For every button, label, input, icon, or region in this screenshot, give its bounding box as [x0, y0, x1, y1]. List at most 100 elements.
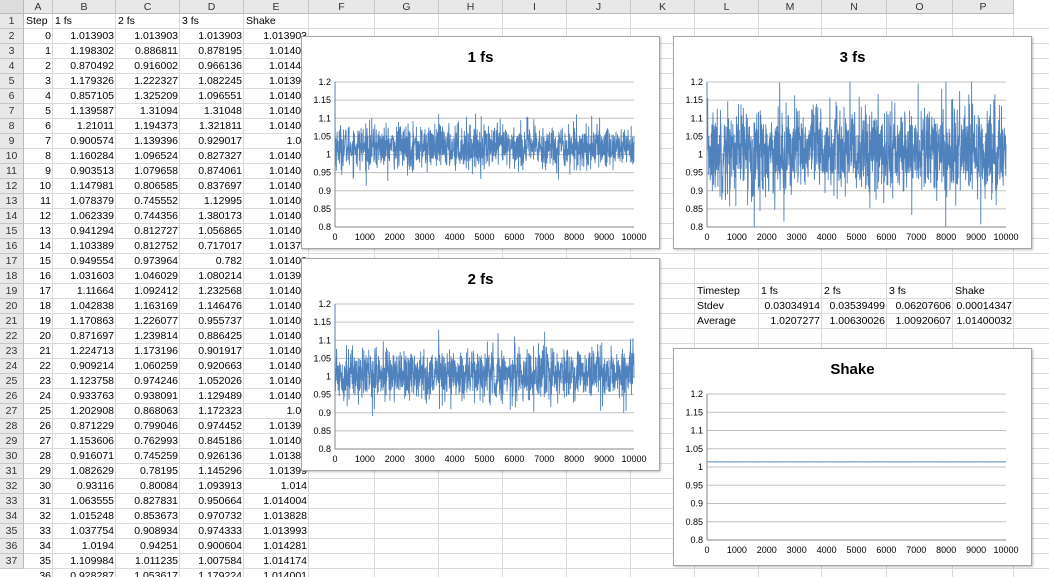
data-cell[interactable]: 16: [39, 270, 51, 282]
data-cell[interactable]: 1.01399: [269, 465, 307, 477]
row-header-37[interactable]: 37: [0, 554, 24, 569]
data-cell[interactable]: 19: [39, 315, 51, 327]
summary-cell[interactable]: 1.00920607: [895, 315, 951, 327]
summary-cell[interactable]: Timestep: [697, 285, 740, 297]
data-cell[interactable]: 0.974246: [134, 375, 178, 387]
data-cell[interactable]: 0.909214: [70, 360, 114, 372]
row-header-14[interactable]: 14: [0, 209, 24, 224]
data-cell[interactable]: 1.013903: [70, 30, 114, 42]
data-cell[interactable]: 1.01400: [269, 435, 307, 447]
data-cell[interactable]: 1.198302: [70, 45, 114, 57]
data-cell[interactable]: 1.222327: [134, 75, 178, 87]
data-cell[interactable]: 1.202908: [70, 405, 114, 417]
row-header-30[interactable]: 30: [0, 449, 24, 464]
data-cell[interactable]: 1.01400: [269, 165, 307, 177]
data-cell[interactable]: 1.01400: [269, 390, 307, 402]
data-cell[interactable]: 21: [39, 345, 51, 357]
data-cell[interactable]: 1.01373: [269, 240, 307, 252]
data-cell[interactable]: 1.014: [280, 480, 307, 492]
data-cell[interactable]: 0.929017: [198, 135, 242, 147]
data-cell[interactable]: 0.950664: [198, 495, 242, 507]
data-cell[interactable]: 1.01400: [269, 315, 307, 327]
data-cell[interactable]: 1.139587: [70, 105, 114, 117]
column-header-i[interactable]: I: [503, 0, 567, 14]
data-cell[interactable]: 0.973964: [134, 255, 178, 267]
data-cell[interactable]: 36: [39, 570, 51, 577]
data-cell[interactable]: 13: [39, 225, 51, 237]
summary-cell[interactable]: Shake: [955, 285, 985, 297]
data-cell[interactable]: 1.153606: [70, 435, 114, 447]
data-cell[interactable]: 17: [39, 285, 51, 297]
column-header-b[interactable]: B: [53, 0, 116, 14]
data-cell[interactable]: 1.11664: [76, 285, 114, 297]
data-cell[interactable]: 1.160284: [70, 150, 114, 162]
data-cell[interactable]: 0.837697: [198, 180, 242, 192]
column-header-h[interactable]: H: [439, 0, 503, 14]
data-cell[interactable]: 2: [45, 60, 51, 72]
data-cell[interactable]: 0.745259: [134, 450, 178, 462]
summary-cell[interactable]: 3 fs: [889, 285, 906, 297]
data-cell[interactable]: 0.806585: [134, 180, 178, 192]
data-cell[interactable]: 1.046029: [134, 270, 178, 282]
data-cell[interactable]: 1.092412: [134, 285, 178, 297]
column-header-f[interactable]: F: [309, 0, 375, 14]
data-cell[interactable]: 1.01400: [269, 360, 307, 372]
data-cell[interactable]: 0.868063: [134, 405, 178, 417]
data-cell[interactable]: 0.949554: [70, 255, 114, 267]
row-header-18[interactable]: 18: [0, 269, 24, 284]
header-cell[interactable]: Step: [26, 15, 48, 27]
data-cell[interactable]: 0.744356: [134, 210, 178, 222]
data-cell[interactable]: 1.01399: [269, 420, 307, 432]
row-header-29[interactable]: 29: [0, 434, 24, 449]
data-cell[interactable]: 1.0194: [81, 540, 114, 552]
data-cell[interactable]: 1.01400: [269, 375, 307, 387]
data-cell[interactable]: 0.941294: [70, 225, 114, 237]
data-cell[interactable]: 0.80084: [140, 480, 178, 492]
data-cell[interactable]: 1.01400: [269, 120, 307, 132]
data-cell[interactable]: 1.179326: [70, 75, 114, 87]
data-cell[interactable]: 1.139396: [134, 135, 178, 147]
data-cell[interactable]: 1.01400: [269, 345, 307, 357]
data-cell[interactable]: 0.886425: [198, 330, 242, 342]
data-cell[interactable]: 1.147981: [70, 180, 114, 192]
data-cell[interactable]: 1.12995: [204, 195, 242, 207]
data-cell[interactable]: 0.878195: [198, 45, 242, 57]
row-header-17[interactable]: 17: [0, 254, 24, 269]
row-header-10[interactable]: 10: [0, 149, 24, 164]
data-cell[interactable]: 1.01400: [269, 90, 307, 102]
data-cell[interactable]: 5: [45, 105, 51, 117]
column-header-d[interactable]: D: [180, 0, 244, 14]
data-cell[interactable]: 0.874061: [198, 165, 242, 177]
data-cell[interactable]: 20: [39, 330, 51, 342]
data-cell[interactable]: 1.014001: [263, 570, 307, 577]
data-cell[interactable]: 1.01399: [269, 270, 307, 282]
data-cell[interactable]: 9: [45, 165, 51, 177]
data-cell[interactable]: 0.974452: [198, 420, 242, 432]
summary-cell[interactable]: 0.03034914: [764, 300, 820, 312]
data-cell[interactable]: 1.014281: [263, 540, 307, 552]
data-cell[interactable]: 1.31048: [204, 105, 242, 117]
column-header-a[interactable]: A: [24, 0, 53, 14]
data-cell[interactable]: 22: [39, 360, 51, 372]
column-header-o[interactable]: O: [887, 0, 953, 14]
data-cell[interactable]: 0.94251: [140, 540, 178, 552]
summary-cell[interactable]: 0.06207606: [895, 300, 951, 312]
data-cell[interactable]: 1.380173: [198, 210, 242, 222]
column-header-p[interactable]: P: [953, 0, 1014, 14]
data-cell[interactable]: 1.013903: [134, 30, 178, 42]
data-cell[interactable]: 0.745552: [134, 195, 178, 207]
row-header-34[interactable]: 34: [0, 509, 24, 524]
data-cell[interactable]: 1.056865: [198, 225, 242, 237]
data-cell[interactable]: 1.224713: [70, 345, 114, 357]
data-cell[interactable]: 1.079658: [134, 165, 178, 177]
data-cell[interactable]: 0.933763: [70, 390, 114, 402]
data-cell[interactable]: 1.053617: [134, 570, 178, 577]
data-cell[interactable]: 1.194373: [134, 120, 178, 132]
data-cell[interactable]: 0.938091: [134, 390, 178, 402]
data-cell[interactable]: 1.096551: [198, 90, 242, 102]
data-cell[interactable]: 1.007584: [198, 555, 242, 567]
data-cell[interactable]: 7: [45, 135, 51, 147]
row-header-9[interactable]: 9: [0, 134, 24, 149]
data-cell[interactable]: 1.325209: [134, 90, 178, 102]
data-cell[interactable]: 33: [39, 525, 51, 537]
